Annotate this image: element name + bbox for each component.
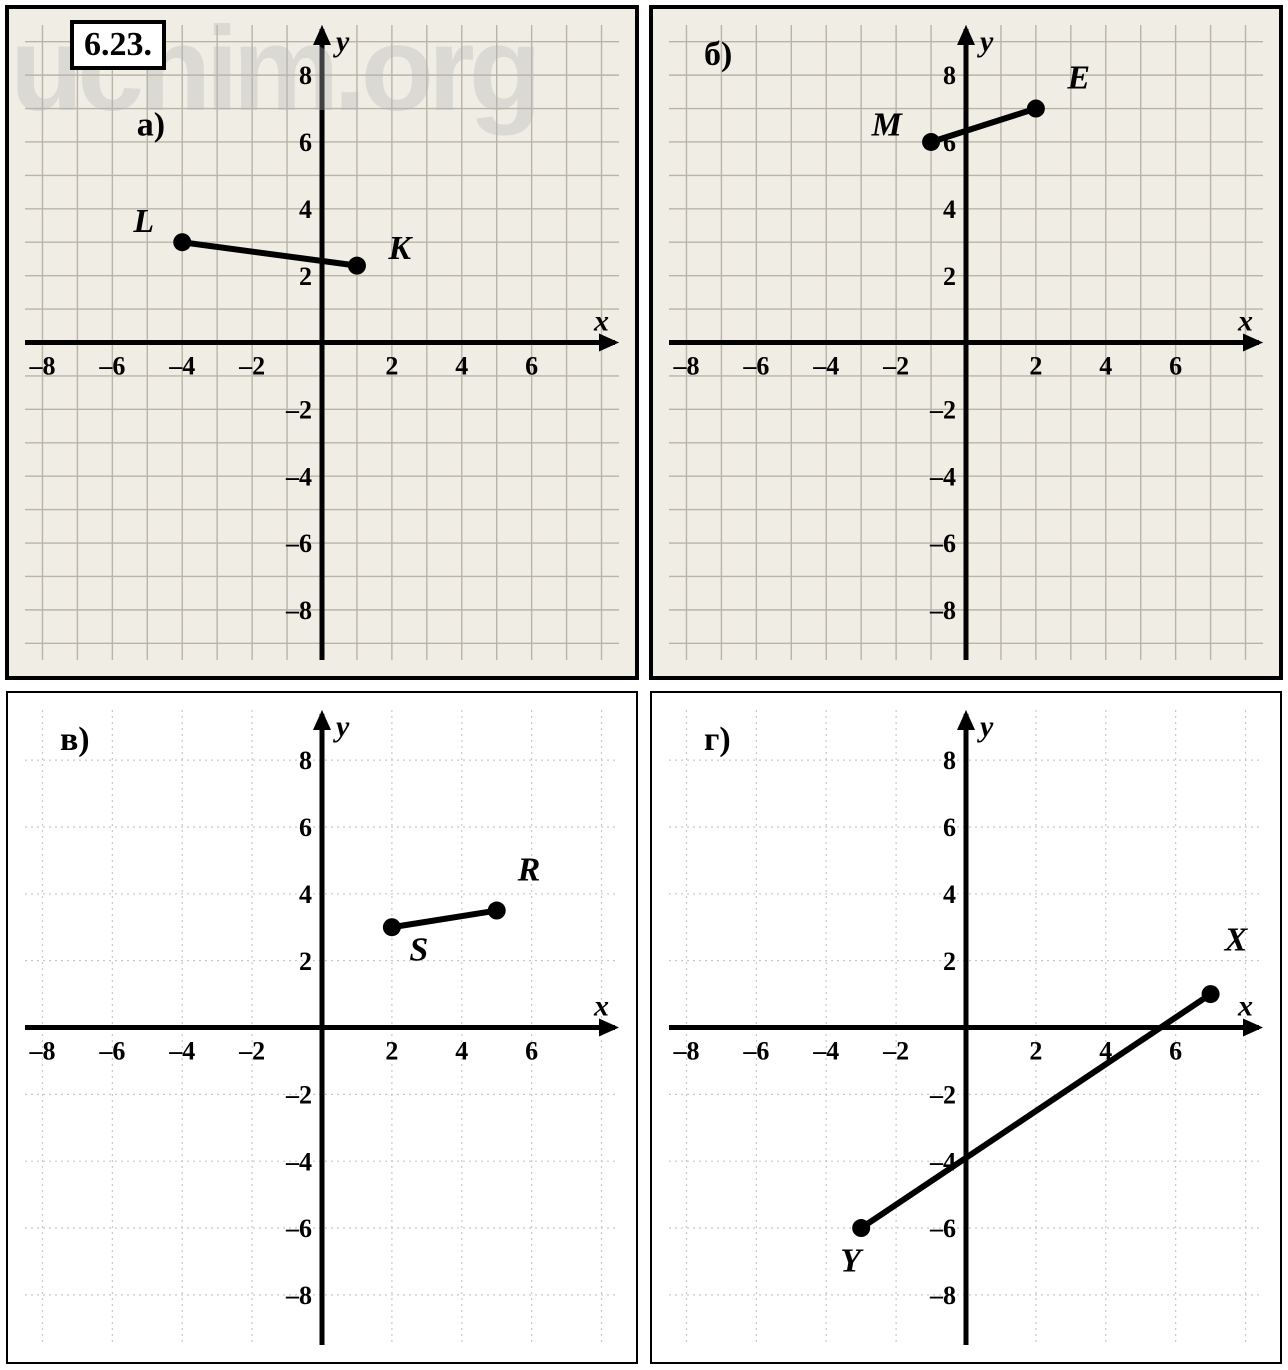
x-axis-label: x: [593, 990, 609, 1023]
svg-text:–2: –2: [238, 352, 265, 381]
svg-text:–2: –2: [285, 395, 312, 424]
svg-text:–6: –6: [285, 529, 312, 558]
point-label-E: E: [1066, 60, 1090, 97]
svg-text:2: 2: [299, 262, 312, 291]
svg-text:8: 8: [943, 746, 956, 775]
svg-text:–2: –2: [929, 395, 956, 424]
coord-plane-v: –8 –6 –4 –2 2 4 6 –8 –6 –4 –2 2 4 6 8 x y в) S R: [5, 690, 639, 1365]
svg-text:–2: –2: [929, 1080, 956, 1109]
panel-g: –8–6–4–2246–8–6–4–22468xyг)XY: [644, 685, 1288, 1370]
panel-label-a: а): [137, 106, 165, 143]
y-axis-label: y: [333, 25, 350, 58]
panel-label-b: б): [704, 36, 732, 73]
panel-label-g: г): [704, 721, 731, 758]
svg-text:–4: –4: [929, 462, 956, 491]
svg-text:–4: –4: [168, 352, 195, 381]
panel-a: –8 –6 –4 –2 2 4 6 –8 –6 –4 –2 2 4 6 8 x y а) L K: [0, 0, 644, 685]
panel-label-v: в): [60, 721, 90, 758]
svg-text:–2: –2: [238, 1037, 265, 1066]
svg-text:–8: –8: [672, 352, 699, 381]
svg-text:4: 4: [299, 880, 312, 909]
svg-text:–4: –4: [285, 1147, 312, 1176]
panels-grid: –8 –6 –4 –2 2 4 6 –8 –6 –4 –2 2 4 6 8 x y а) L K –8 –6 –4 –2 2 4 6…: [0, 0, 1288, 1370]
point-label-K: K: [387, 230, 413, 267]
svg-text:4: 4: [299, 195, 312, 224]
problem-number-badge: 6.23.: [70, 20, 166, 70]
svg-text:6: 6: [1169, 352, 1182, 381]
svg-text:–4: –4: [285, 462, 312, 491]
svg-text:–6: –6: [929, 529, 956, 558]
y-axis-label: y: [977, 710, 994, 743]
svg-text:2: 2: [943, 947, 956, 976]
point-label-X: X: [1224, 922, 1249, 959]
svg-text:–6: –6: [98, 1037, 125, 1066]
point-E: [1027, 100, 1045, 118]
svg-text:4: 4: [1099, 352, 1112, 381]
svg-text:–8: –8: [929, 596, 956, 625]
svg-text:4: 4: [943, 880, 956, 909]
y-axis-label: y: [333, 710, 350, 743]
svg-text:–8: –8: [929, 1281, 956, 1310]
point-label-Y: Y: [840, 1242, 864, 1279]
point-R: [488, 902, 506, 920]
svg-text:–6: –6: [929, 1214, 956, 1243]
svg-text:–8: –8: [285, 1281, 312, 1310]
svg-text:–8: –8: [28, 352, 55, 381]
svg-text:–2: –2: [882, 352, 909, 381]
svg-text:8: 8: [943, 61, 956, 90]
coord-plane-b: –8–6–4–2246–8–6–4–22468xyб)ME: [649, 5, 1283, 680]
svg-text:–8: –8: [672, 1037, 699, 1066]
svg-text:–6: –6: [742, 352, 769, 381]
svg-text:6: 6: [299, 813, 312, 842]
x-axis-label: x: [1237, 990, 1253, 1023]
svg-text:–8: –8: [285, 596, 312, 625]
svg-text:–8: –8: [28, 1037, 55, 1066]
point-S: [383, 918, 401, 936]
point-M: [922, 133, 940, 151]
svg-text:8: 8: [299, 746, 312, 775]
coord-plane-a: –8 –6 –4 –2 2 4 6 –8 –6 –4 –2 2 4 6 8 x y а) L K: [5, 5, 639, 680]
svg-text:6: 6: [525, 1037, 538, 1066]
point-label-L: L: [132, 203, 154, 240]
point-label-S: S: [409, 932, 428, 969]
svg-text:6: 6: [943, 813, 956, 842]
svg-text:2: 2: [1029, 1037, 1042, 1066]
coord-plane-g: –8–6–4–2246–8–6–4–22468xyг)XY: [649, 690, 1283, 1365]
svg-text:–6: –6: [742, 1037, 769, 1066]
panel-b: –8–6–4–2246–8–6–4–22468xyб)ME: [644, 0, 1288, 685]
point-X: [1202, 985, 1220, 1003]
svg-text:4: 4: [943, 195, 956, 224]
panel-v: –8 –6 –4 –2 2 4 6 –8 –6 –4 –2 2 4 6 8 x y в) S R: [0, 685, 644, 1370]
point-label-R: R: [517, 851, 541, 888]
svg-text:4: 4: [455, 352, 468, 381]
point-L: [173, 233, 191, 251]
svg-text:–4: –4: [168, 1037, 195, 1066]
x-axis-label: x: [593, 305, 609, 338]
x-axis-label: x: [1237, 305, 1253, 338]
svg-text:2: 2: [943, 262, 956, 291]
point-Y: [852, 1219, 870, 1237]
svg-text:–2: –2: [285, 1080, 312, 1109]
point-K: [348, 257, 366, 275]
y-axis-label: y: [977, 25, 994, 58]
point-label-M: M: [871, 106, 904, 143]
svg-text:6: 6: [299, 128, 312, 157]
svg-text:–4: –4: [812, 352, 839, 381]
svg-text:2: 2: [385, 1037, 398, 1066]
svg-text:–2: –2: [882, 1037, 909, 1066]
svg-text:2: 2: [299, 947, 312, 976]
svg-text:2: 2: [1029, 352, 1042, 381]
page: uchim.org 6.23. –8–6–4–2246–8–6–4–22468x…: [0, 0, 1288, 1370]
svg-text:–6: –6: [285, 1214, 312, 1243]
svg-text:2: 2: [385, 352, 398, 381]
svg-text:8: 8: [299, 61, 312, 90]
svg-text:–6: –6: [98, 352, 125, 381]
svg-text:–4: –4: [812, 1037, 839, 1066]
svg-text:6: 6: [525, 352, 538, 381]
svg-text:4: 4: [455, 1037, 468, 1066]
svg-text:6: 6: [1169, 1037, 1182, 1066]
